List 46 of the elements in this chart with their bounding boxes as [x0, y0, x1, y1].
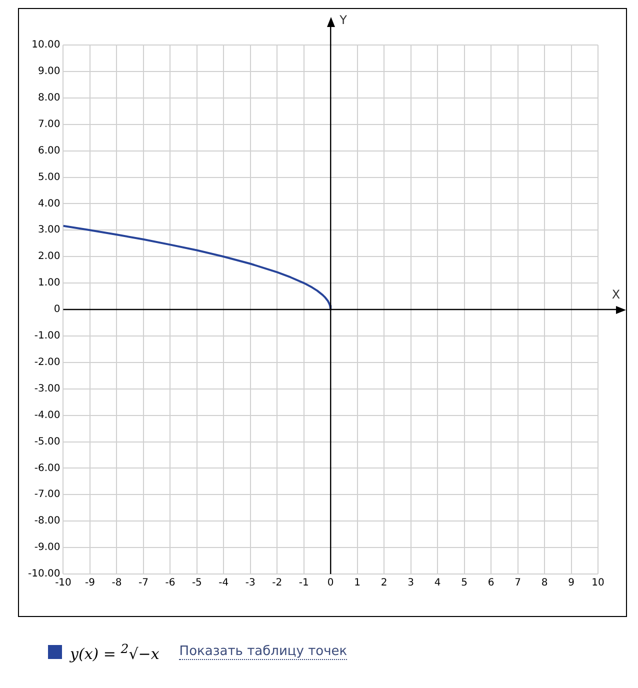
y-tick-label: 7.00 — [38, 118, 60, 130]
x-tick-label: -8 — [112, 578, 122, 589]
y-tick-label: -1.00 — [34, 330, 60, 342]
y-tick-label: -10.00 — [28, 568, 60, 580]
x-tick-label: 1 — [354, 578, 361, 589]
x-tick-label: 5 — [461, 578, 468, 589]
x-tick-label: 7 — [514, 578, 521, 589]
y-tick-label: -8.00 — [34, 516, 60, 527]
x-tick-label: 8 — [541, 578, 548, 589]
y-tick-label: 3.00 — [38, 224, 60, 236]
x-tick-label: 9 — [568, 578, 574, 589]
y-tick-label: -3.00 — [34, 383, 60, 394]
legend-label: y(x) = $^{2}$√−x — [70, 641, 160, 663]
x-tick-label: 3 — [408, 578, 414, 589]
x-tick-label: 0 — [327, 578, 334, 589]
y-tick-label: -4.00 — [34, 410, 60, 421]
x-tick-label: -5 — [192, 578, 202, 589]
y-tick-label: 5.00 — [38, 172, 60, 183]
y-tick-label: 9.00 — [38, 66, 60, 78]
y-tick-label: -5.00 — [34, 436, 60, 448]
y-tick-label: 6.00 — [38, 145, 60, 156]
y-tick-label: 1.00 — [38, 278, 60, 289]
text: Показать таблицу точек — [179, 644, 348, 660]
x-tick-label: -1 — [298, 578, 309, 589]
x-axis-title: X — [612, 288, 620, 302]
x-tick-label: -6 — [165, 578, 176, 589]
y-axis-title: Y — [338, 13, 348, 28]
x-tick-label: -10 — [55, 578, 72, 589]
y-tick-label: 10.00 — [32, 40, 60, 51]
x-tick-label: -9 — [84, 578, 95, 589]
x-tick-label: -2 — [272, 578, 282, 589]
x-tick-label: -7 — [138, 578, 148, 589]
y-tick-label: -7.00 — [34, 489, 60, 500]
y-tick-label: 8.00 — [38, 92, 60, 104]
y-tick-label: 4.00 — [38, 198, 60, 210]
y-tick-label: 0 — [54, 304, 60, 316]
y-tick-label: -6.00 — [34, 462, 60, 474]
x-tick-label: 6 — [488, 578, 494, 589]
x-tick-label: -4 — [218, 578, 229, 589]
y-tick-label: -9.00 — [34, 542, 60, 554]
y-tick-label: 2.00 — [38, 251, 60, 262]
x-tick-label: 4 — [434, 578, 441, 589]
x-tick-label: -3 — [245, 578, 256, 589]
x-tick-label: 10 — [592, 578, 604, 589]
x-tick-label: 2 — [380, 578, 388, 589]
y-tick-label: -2.00 — [34, 356, 60, 368]
